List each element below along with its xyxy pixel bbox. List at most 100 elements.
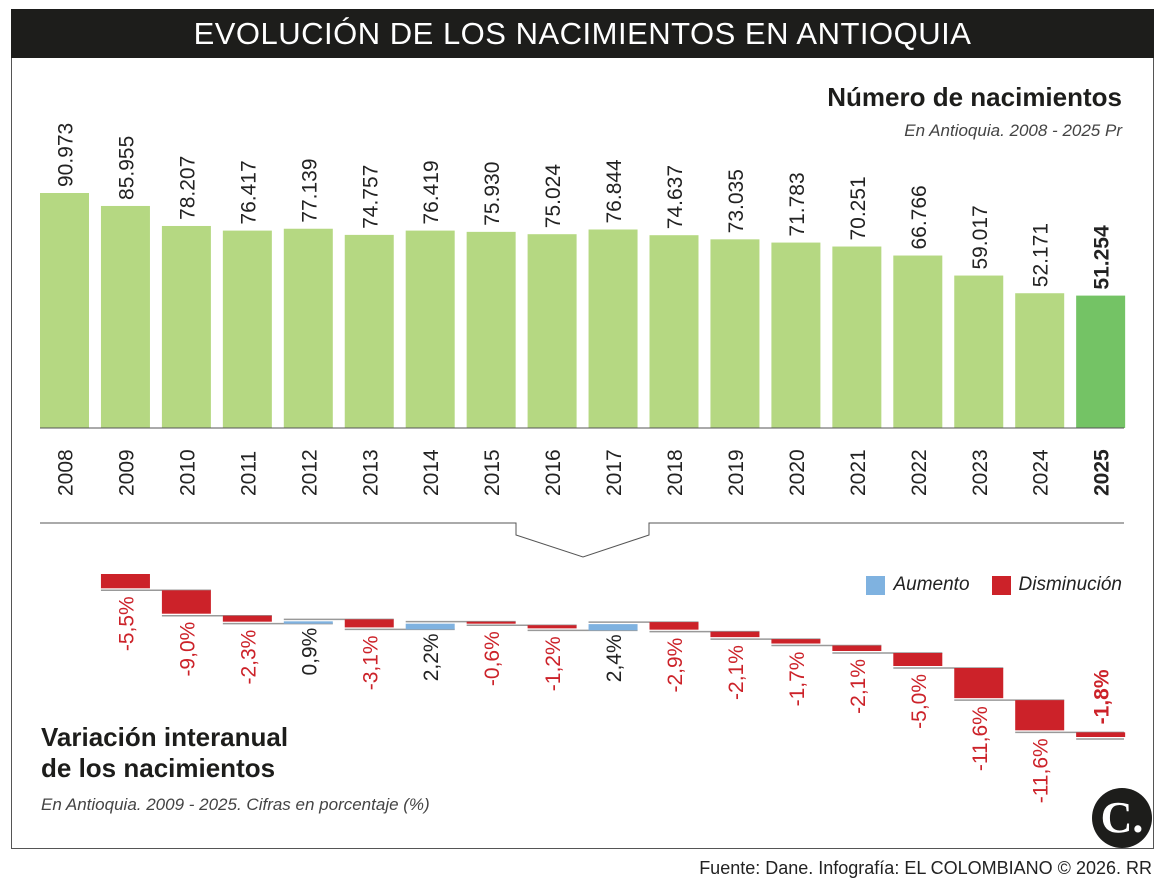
bar-value-label: 70.251: [847, 176, 870, 240]
bar-value-label: 51.254: [1091, 225, 1114, 290]
year-tick-label: 2016: [542, 449, 565, 496]
year-tick-label: 2017: [603, 449, 626, 496]
year-tick-label: 2008: [55, 449, 78, 496]
waterfall-value-label: 2,2%: [420, 633, 443, 681]
legend-swatch-disminucion: [991, 575, 1011, 595]
year-tick-label: 2011: [237, 451, 260, 496]
bar-2009: [100, 205, 150, 428]
waterfall-bar-2018: [649, 622, 699, 630]
waterfall-bar-2019: [710, 631, 760, 638]
waterfall-bar-2016: [527, 625, 577, 629]
year-tick-label: 2009: [115, 449, 138, 496]
legend: Aumento Disminución: [866, 574, 1122, 596]
bar-2022: [893, 255, 943, 428]
waterfall-bar-2015: [466, 621, 516, 624]
bar-value-label: 76.419: [420, 160, 443, 224]
year-tick-label: 2014: [420, 449, 443, 496]
year-tick-label: 2019: [725, 449, 748, 496]
waterfall-value-label: -1,7%: [786, 652, 809, 707]
waterfall-bar-2012: [283, 621, 333, 624]
bar-2024: [1015, 293, 1065, 428]
waterfall-bar-2022: [893, 653, 943, 666]
waterfall-value-label: -5,5%: [115, 596, 138, 651]
bar-2018: [649, 235, 699, 428]
waterfall-bar-2025: [1076, 732, 1126, 737]
bar-2015: [466, 231, 516, 428]
bar-value-label: 75.024: [542, 164, 565, 229]
year-tick-label: 2015: [481, 449, 504, 496]
waterfall-value-label: -9,0%: [176, 622, 199, 677]
bar-value-label: 90.973: [55, 123, 78, 187]
year-tick-label: 2012: [298, 449, 321, 496]
waterfall-bar-2017: [588, 624, 638, 631]
bar-value-label: 85.955: [115, 136, 138, 200]
waterfall-bar-2014: [405, 623, 455, 630]
waterfall-title-line-1: Variación interanual: [41, 722, 289, 752]
year-tick-label: 2025: [1091, 449, 1114, 496]
waterfall-value-label: -2,9%: [664, 638, 687, 693]
bar-2008: [40, 193, 89, 428]
bar-value-label: 74.637: [664, 165, 687, 229]
year-tick-label: 2020: [786, 449, 809, 496]
bar-value-label: 77.139: [298, 159, 321, 223]
bracket-arrow: [40, 522, 1124, 558]
el-colombiano-logo: C.: [1092, 788, 1152, 848]
source-footer: Fuente: Dane. Infografía: EL COLOMBIANO …: [699, 858, 1152, 878]
bar-value-label: 78.207: [176, 156, 199, 220]
bar-2013: [344, 234, 394, 428]
bar-value-label: 52.171: [1030, 223, 1053, 287]
year-tick-label: 2018: [664, 449, 687, 496]
waterfall-bar-2024: [1015, 700, 1065, 731]
bar-chart-subtitle: En Antioquia. 2008 - 2025 Pr: [904, 121, 1122, 140]
bar-value-label: 59.017: [969, 205, 992, 269]
waterfall-value-label: -3,1%: [359, 635, 382, 690]
year-tick-label: 2010: [176, 449, 199, 496]
bar-2019: [710, 239, 760, 428]
bar-value-label: 76.844: [603, 159, 626, 224]
legend-swatch-aumento: [866, 575, 886, 595]
bar-value-label: 76.417: [237, 160, 260, 224]
waterfall-bar-2009: [100, 574, 150, 589]
waterfall-value-label: -11,6%: [1030, 738, 1053, 803]
waterfall-value-label: -11,6%: [969, 706, 992, 771]
year-tick-label: 2021: [847, 449, 870, 496]
bar-2017: [588, 229, 638, 428]
year-tick-label: 2013: [359, 449, 382, 496]
bar-2011: [222, 230, 272, 428]
bar-2016: [527, 234, 577, 428]
bar-2025: [1076, 295, 1126, 428]
bar-value-label: 75.930: [481, 162, 504, 226]
waterfall-title-line-2: de los nacimientos: [41, 753, 276, 783]
bar-chart-title: Número de nacimientos: [827, 82, 1122, 112]
bar-2012: [283, 228, 333, 428]
bar-2020: [771, 242, 821, 428]
waterfall-value-label: -2,1%: [725, 645, 748, 700]
waterfall-bar-2011: [222, 615, 272, 622]
bar-value-label: 74.757: [359, 165, 382, 229]
bar-2021: [832, 246, 882, 428]
legend-label-aumento: Aumento: [893, 574, 970, 595]
waterfall-value-label: -0,6%: [481, 631, 504, 686]
waterfall-title: Variación interanual de los nacimientos: [41, 722, 288, 784]
waterfall-bar-2013: [344, 619, 394, 628]
waterfall-value-label: -1,2%: [542, 636, 565, 691]
year-tick-label: 2024: [1030, 449, 1053, 496]
year-tick-label: 2023: [969, 449, 992, 496]
waterfall-bar-2021: [832, 645, 882, 651]
waterfall-value-label: -2,3%: [237, 630, 260, 685]
waterfall-value-label: 2,4%: [603, 634, 626, 682]
waterfall-value-label: -5,0%: [908, 674, 931, 729]
waterfall-bar-2010: [161, 590, 211, 614]
waterfall-value-label: -1,8%: [1091, 669, 1114, 724]
bar-2010: [161, 225, 211, 428]
waterfall-value-label: 0,9%: [298, 628, 321, 676]
frame: [11, 58, 1154, 849]
bar-value-label: 73.035: [725, 169, 748, 233]
waterfall-value-label: -2,1%: [847, 659, 870, 714]
infographic-title: EVOLUCIÓN DE LOS NACIMIENTOS EN ANTIOQUI…: [11, 9, 1154, 58]
legend-label-disminucion: Disminución: [1018, 574, 1122, 595]
waterfall-bar-2020: [771, 639, 821, 644]
year-tick-label: 2022: [908, 449, 931, 496]
